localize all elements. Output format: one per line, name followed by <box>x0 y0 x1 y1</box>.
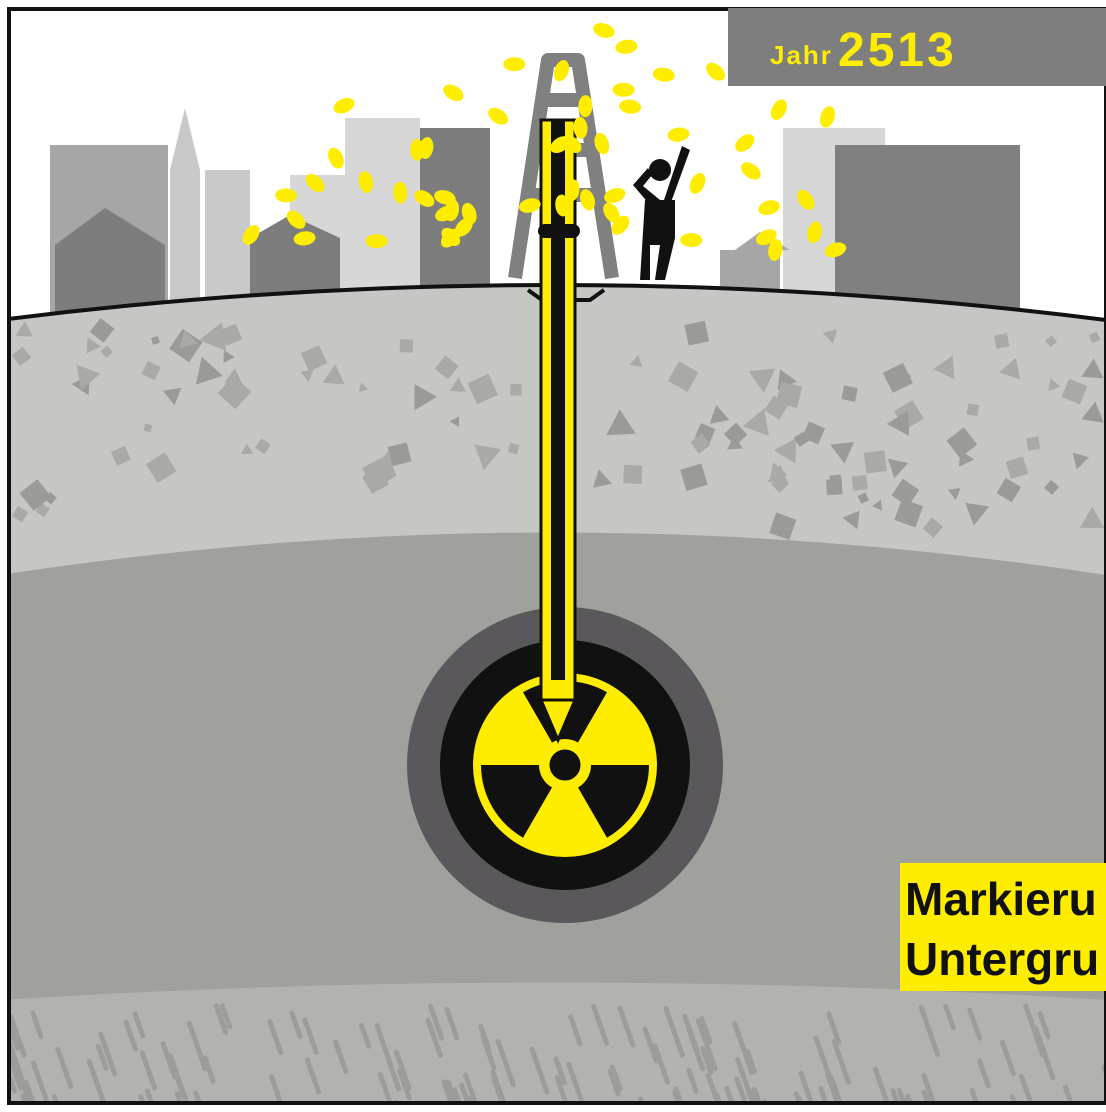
stone <box>623 465 642 484</box>
stone <box>510 384 522 396</box>
stone <box>841 385 857 402</box>
stone <box>684 321 709 346</box>
stone <box>400 339 413 353</box>
spark <box>503 57 525 71</box>
caption-line: Markieru <box>905 873 1097 925</box>
stone <box>826 479 842 495</box>
symbol-center <box>547 747 583 783</box>
hatch-stroke <box>372 1105 385 1112</box>
stone <box>966 403 979 416</box>
stone <box>1026 437 1040 451</box>
illustration: Jahr 2513 Markieru Untergru <box>0 0 1106 1112</box>
stone <box>852 475 868 491</box>
badge-year: 2513 <box>838 24 957 77</box>
drill-collar <box>538 224 580 238</box>
stone <box>864 450 887 473</box>
caption-line: Untergru <box>905 933 1099 985</box>
badge-label: Jahr <box>770 40 833 70</box>
stone <box>994 333 1010 349</box>
